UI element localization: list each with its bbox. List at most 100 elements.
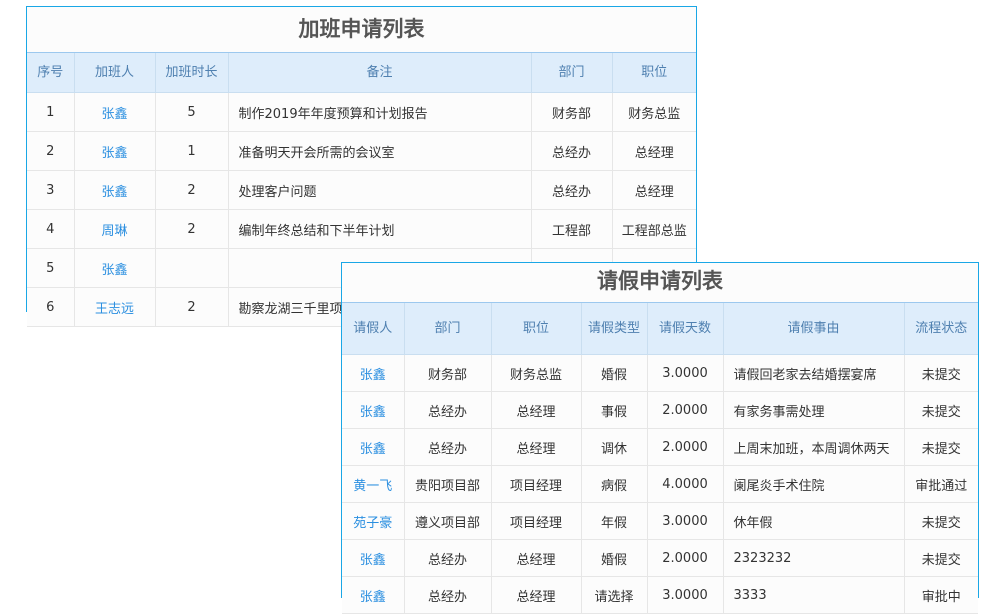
table-cell: 总经理	[612, 170, 696, 210]
table-cell: 总经办	[531, 131, 613, 171]
table-cell: 总经理	[612, 131, 696, 171]
column-header[interactable]: 加班时长	[155, 53, 229, 93]
table-cell: 1	[155, 131, 229, 171]
person-link[interactable]: 黄一飞	[342, 465, 405, 503]
table-cell: 遵义项目部	[404, 502, 492, 540]
table-cell: 3	[27, 170, 75, 210]
column-header[interactable]: 请假人	[342, 303, 405, 355]
table-cell: 总经理	[491, 576, 582, 614]
person-link[interactable]: 张鑫	[74, 248, 156, 288]
column-header[interactable]: 职位	[491, 303, 582, 355]
table-cell: 总经办	[531, 170, 613, 210]
table-cell: 总经办	[404, 391, 492, 429]
person-link[interactable]: 张鑫	[74, 92, 156, 132]
table-cell: 1	[27, 92, 75, 132]
table-cell: 项目经理	[491, 465, 582, 503]
table-row[interactable]: 2 张鑫 1 准备明天开会所需的会议室 总经办 总经理	[27, 131, 696, 171]
table-cell: 上周末加班，本周调休两天	[723, 428, 905, 466]
column-header[interactable]: 流程状态	[904, 303, 978, 355]
table-cell	[155, 248, 229, 288]
table-cell: 休年假	[723, 502, 905, 540]
table-cell: 财务总监	[491, 354, 582, 392]
column-header[interactable]: 职位	[612, 53, 696, 93]
table-row[interactable]: 张鑫 总经办 总经理 调休 2.0000 上周末加班，本周调休两天 未提交	[342, 428, 978, 466]
table-cell: 审批中	[904, 576, 978, 614]
table-cell: 3.0000	[647, 354, 724, 392]
table-cell: 项目经理	[491, 502, 582, 540]
column-header[interactable]: 请假类型	[581, 303, 648, 355]
table-cell: 未提交	[904, 354, 978, 392]
person-link[interactable]: 张鑫	[74, 170, 156, 210]
table-cell: 贵阳项目部	[404, 465, 492, 503]
table-cell: 财务部	[404, 354, 492, 392]
table-row[interactable]: 4 周琳 2 编制年终总结和下半年计划 工程部 工程部总监	[27, 209, 696, 249]
table-cell: 未提交	[904, 539, 978, 577]
column-header[interactable]: 部门	[404, 303, 492, 355]
table-row[interactable]: 3 张鑫 2 处理客户问题 总经办 总经理	[27, 170, 696, 210]
table-cell: 未提交	[904, 428, 978, 466]
column-header[interactable]: 请假事由	[723, 303, 905, 355]
table-cell: 准备明天开会所需的会议室	[228, 131, 532, 171]
table-cell: 调休	[581, 428, 648, 466]
table-cell: 总经理	[491, 428, 582, 466]
person-link[interactable]: 张鑫	[342, 354, 405, 392]
table-row[interactable]: 张鑫 总经办 总经理 婚假 2.0000 2323232 未提交	[342, 539, 978, 577]
table-cell: 2	[155, 209, 229, 249]
table-cell: 总经办	[404, 428, 492, 466]
table-cell: 总经理	[491, 391, 582, 429]
table-row[interactable]: 张鑫 总经办 总经理 事假 2.0000 有家务事需处理 未提交	[342, 391, 978, 429]
person-link[interactable]: 苑子豪	[342, 502, 405, 540]
table-cell: 5	[155, 92, 229, 132]
table-cell: 制作2019年年度预算和计划报告	[228, 92, 532, 132]
table-cell: 处理客户问题	[228, 170, 532, 210]
table-cell: 审批通过	[904, 465, 978, 503]
table-cell: 6	[27, 287, 75, 327]
table-cell: 婚假	[581, 539, 648, 577]
column-header[interactable]: 加班人	[74, 53, 156, 93]
table-cell: 未提交	[904, 391, 978, 429]
overtime-title: 加班申请列表	[27, 7, 696, 53]
table-row[interactable]: 1 张鑫 5 制作2019年年度预算和计划报告 财务部 财务总监	[27, 92, 696, 132]
column-header[interactable]: 序号	[27, 53, 75, 93]
table-row[interactable]: 张鑫 总经办 总经理 请选择 3.0000 3333 审批中	[342, 576, 978, 614]
table-cell: 2.0000	[647, 539, 724, 577]
column-header[interactable]: 备注	[228, 53, 532, 93]
table-cell: 3.0000	[647, 576, 724, 614]
table-cell: 总经办	[404, 576, 492, 614]
person-link[interactable]: 张鑫	[74, 131, 156, 171]
table-cell: 未提交	[904, 502, 978, 540]
table-cell: 财务总监	[612, 92, 696, 132]
table-cell: 总经办	[404, 539, 492, 577]
person-link[interactable]: 周琳	[74, 209, 156, 249]
table-cell: 2.0000	[647, 391, 724, 429]
table-cell: 阑尾炎手术住院	[723, 465, 905, 503]
column-header[interactable]: 部门	[531, 53, 613, 93]
table-cell: 年假	[581, 502, 648, 540]
person-link[interactable]: 张鑫	[342, 539, 405, 577]
table-cell: 5	[27, 248, 75, 288]
table-row[interactable]: 张鑫 财务部 财务总监 婚假 3.0000 请假回老家去结婚摆宴席 未提交	[342, 354, 978, 392]
column-header[interactable]: 请假天数	[647, 303, 724, 355]
table-cell: 2	[155, 287, 229, 327]
table-cell: 请假回老家去结婚摆宴席	[723, 354, 905, 392]
table-cell: 2	[155, 170, 229, 210]
table-row[interactable]: 苑子豪 遵义项目部 项目经理 年假 3.0000 休年假 未提交	[342, 502, 978, 540]
table-cell: 3333	[723, 576, 905, 614]
table-cell: 病假	[581, 465, 648, 503]
table-cell: 2	[27, 131, 75, 171]
table-cell: 编制年终总结和下半年计划	[228, 209, 532, 249]
table-cell: 请选择	[581, 576, 648, 614]
person-link[interactable]: 张鑫	[342, 391, 405, 429]
person-link[interactable]: 张鑫	[342, 428, 405, 466]
leave-table: 请假人 部门 职位 请假类型 请假天数 请假事由 流程状态 张鑫 财务部 财务总监 婚假 3.000…	[342, 303, 978, 614]
table-cell: 2323232	[723, 539, 905, 577]
leave-list-panel: 请假申请列表 请假人 部门 职位 请假类型 请假天数 请假事由 流程状态 张鑫 财务部 财务总监…	[341, 262, 979, 614]
table-row[interactable]: 黄一飞 贵阳项目部 项目经理 病假 4.0000 阑尾炎手术住院 审批通过	[342, 465, 978, 503]
table-cell: 4	[27, 209, 75, 249]
table-cell: 婚假	[581, 354, 648, 392]
table-cell: 工程部	[531, 209, 613, 249]
person-link[interactable]: 王志远	[74, 287, 156, 327]
table-cell: 4.0000	[647, 465, 724, 503]
table-cell: 财务部	[531, 92, 613, 132]
person-link[interactable]: 张鑫	[342, 576, 405, 614]
